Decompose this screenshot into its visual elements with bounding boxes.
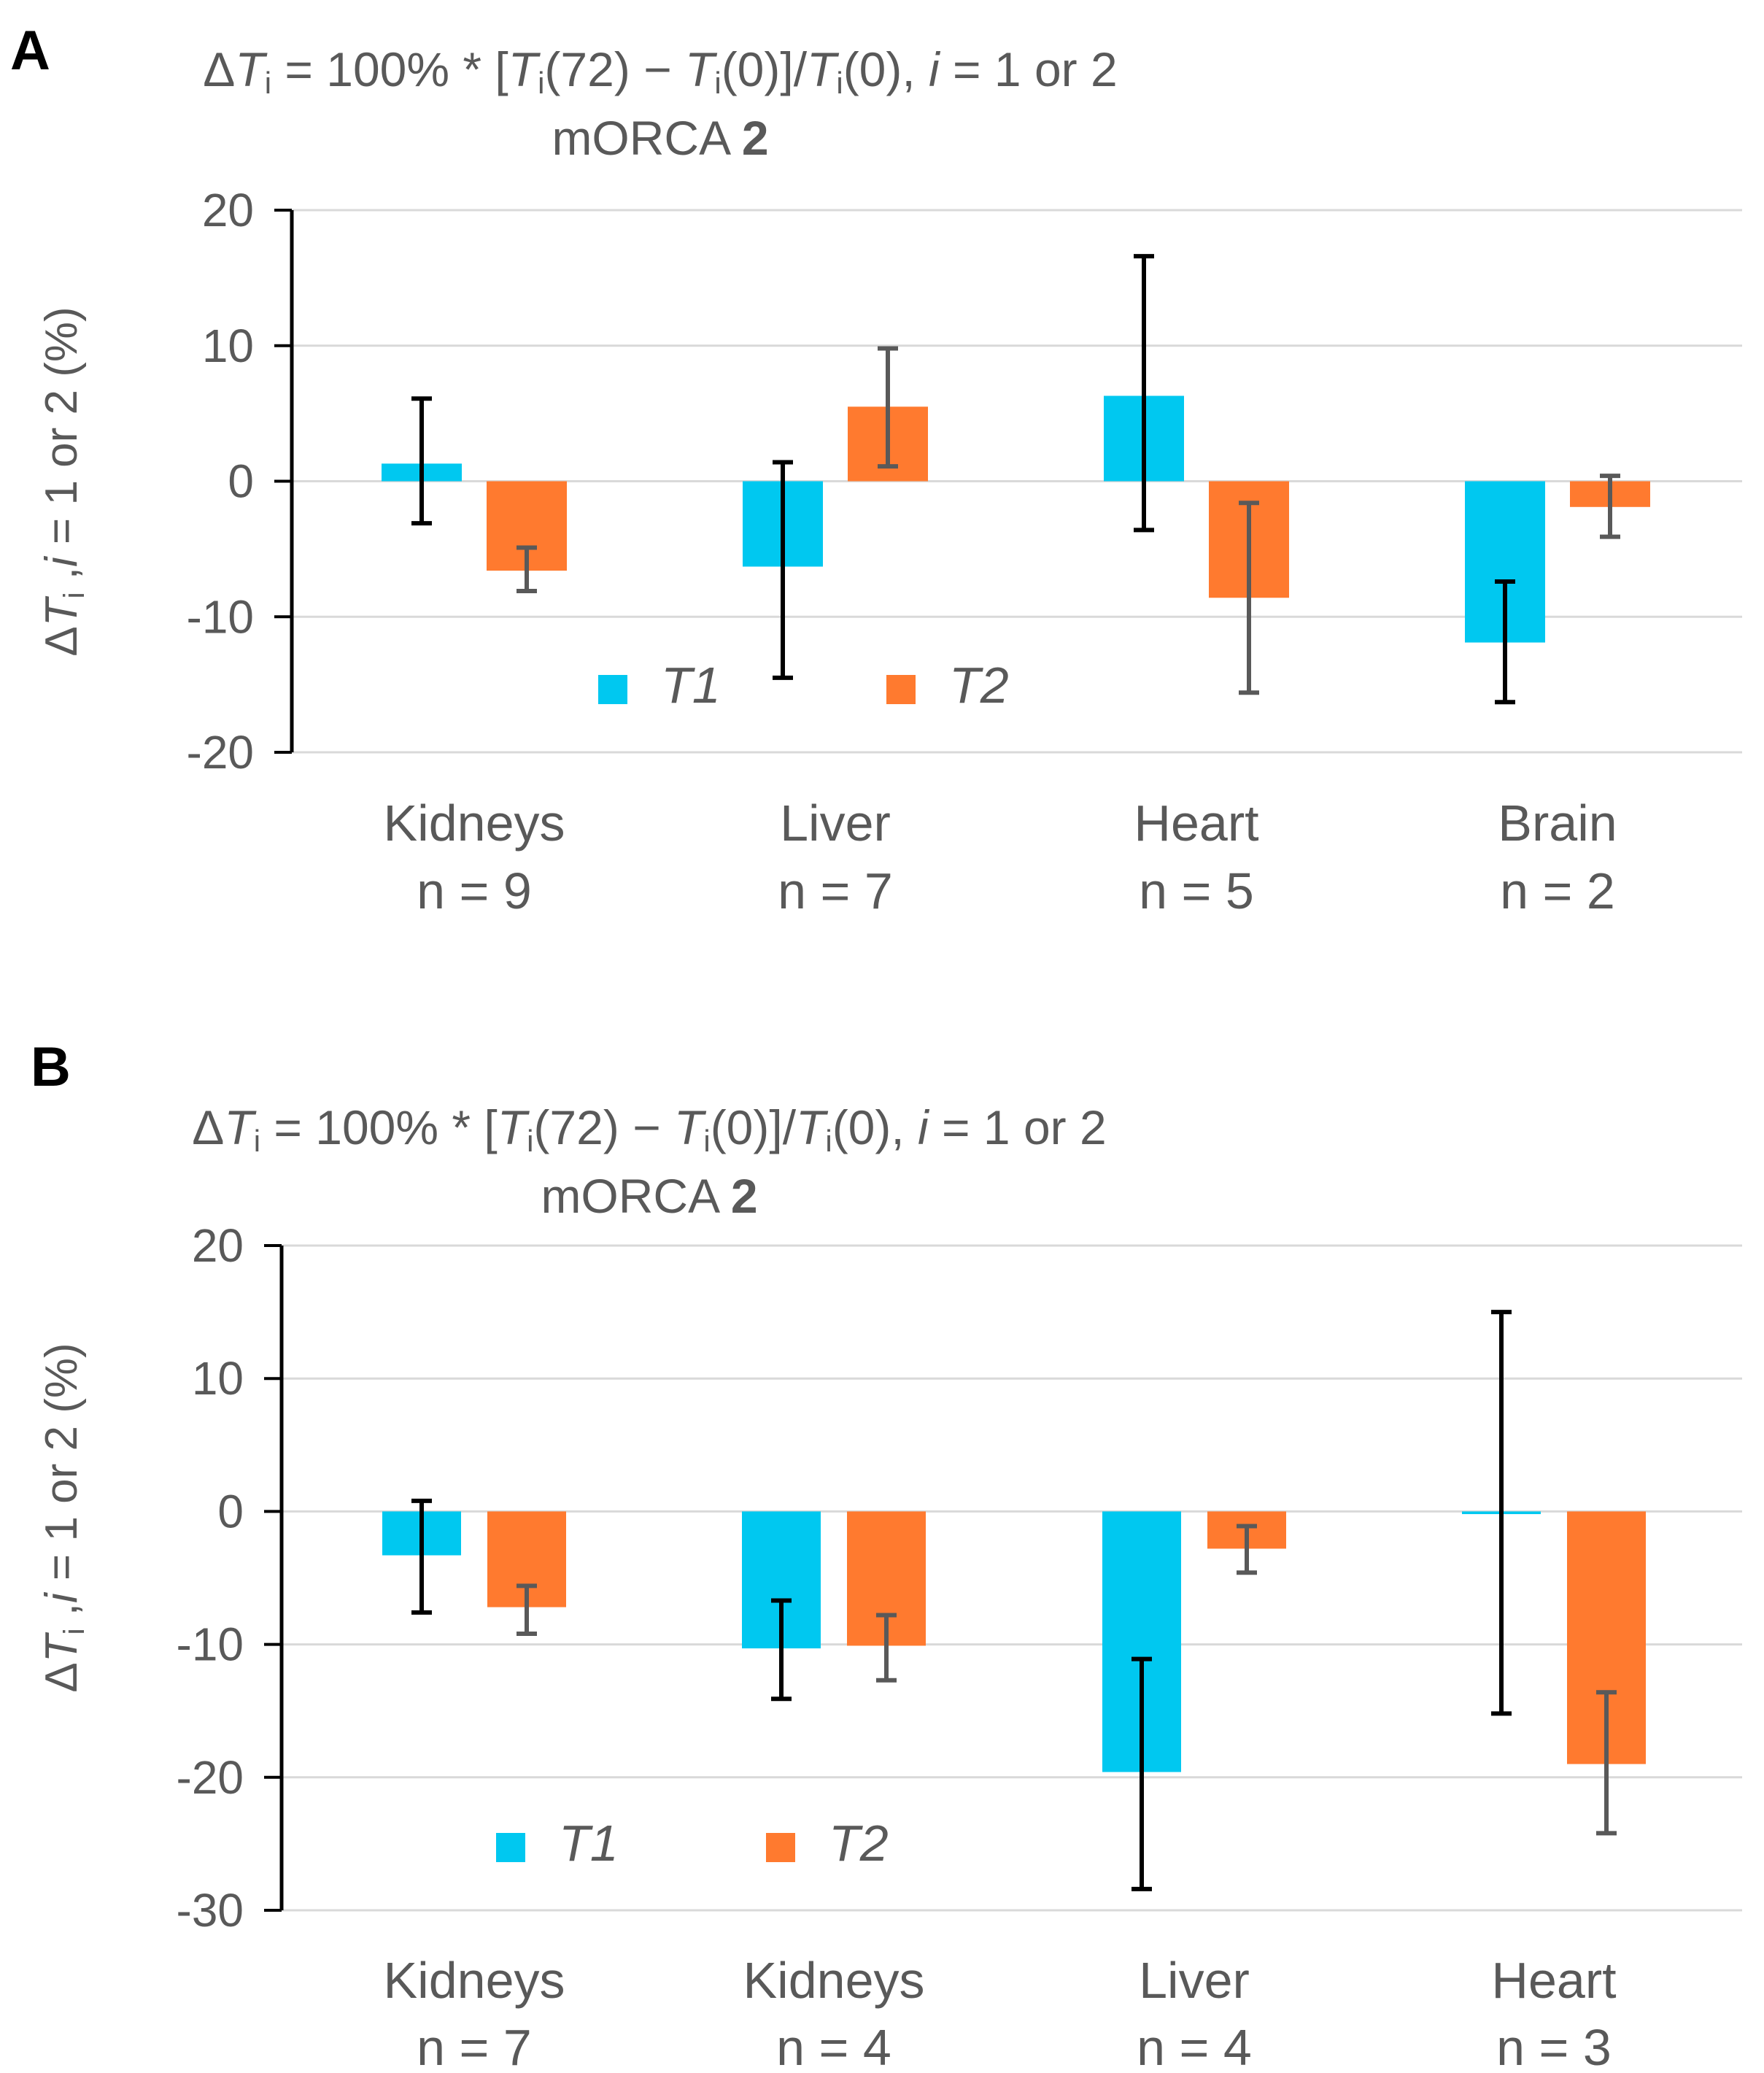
category-label: Liver bbox=[780, 795, 891, 852]
y-tick-label: -20 bbox=[187, 726, 255, 779]
legend-swatch-t2 bbox=[766, 1833, 795, 1862]
error-bar-t2 bbox=[517, 1583, 537, 1637]
category-n-label: n = 7 bbox=[417, 2019, 532, 2073]
legend-swatch-t2 bbox=[886, 675, 916, 704]
y-axis-ticks: 20 10 0 -10 -20 -30 bbox=[177, 1219, 284, 1937]
error-bar-t1 bbox=[1134, 254, 1154, 533]
error-bar-t1 bbox=[1495, 579, 1515, 705]
y-tick-label: 10 bbox=[192, 1352, 244, 1405]
panel-b: B ΔTi = 100% * [Ti(72) − Ti(0)]/Ti(0), i… bbox=[31, 1036, 1742, 2073]
legend-label-t1: T1 bbox=[661, 657, 721, 714]
bars bbox=[382, 395, 1650, 643]
category-label: Heart bbox=[1134, 795, 1258, 852]
chart-subtitle: mORCA 2 bbox=[552, 111, 768, 165]
category-n-label: n = 7 bbox=[778, 862, 893, 919]
panel-letter-a: A bbox=[10, 20, 50, 82]
legend-swatch-t1 bbox=[496, 1833, 525, 1862]
error-bar-t2 bbox=[1239, 501, 1259, 695]
y-tick-label: -30 bbox=[177, 1884, 244, 1937]
y-tick-label: 10 bbox=[202, 320, 254, 372]
y-tick-label: 20 bbox=[192, 1219, 244, 1272]
error-bar-t2 bbox=[1237, 1524, 1257, 1575]
category-n-label: n = 4 bbox=[776, 2019, 891, 2073]
error-bar-t1 bbox=[771, 1598, 792, 1702]
y-tick-label: 0 bbox=[217, 1485, 244, 1537]
y-axis-label: ΔTi ,i = 1 or 2 (%) bbox=[36, 1343, 90, 1692]
category-label: Heart bbox=[1491, 1952, 1616, 2009]
category-label: Kidneys bbox=[743, 1952, 924, 2009]
error-bars bbox=[411, 1310, 1617, 1891]
y-tick-label: -20 bbox=[177, 1751, 244, 1804]
chart-title: ΔTi = 100% * [Ti(72) − Ti(0)]/Ti(0), i =… bbox=[192, 1100, 1106, 1158]
panel-a: A ΔTi = 100% * [Ti(72) − Ti(0)]/Ti(0), i… bbox=[10, 20, 1742, 919]
panel-letter-b: B bbox=[31, 1036, 71, 1098]
category-label: Brain bbox=[1498, 795, 1617, 852]
error-bar-t1 bbox=[411, 396, 432, 526]
category-label: Kidneys bbox=[383, 1952, 565, 2009]
bars bbox=[382, 1511, 1646, 1772]
category-n-label: n = 9 bbox=[417, 862, 532, 919]
error-bar-t1 bbox=[773, 460, 793, 680]
error-bar-t2 bbox=[876, 1613, 897, 1683]
error-bar-t1 bbox=[1491, 1310, 1512, 1716]
y-tick-label: -10 bbox=[187, 590, 255, 643]
legend-label-t2: T2 bbox=[949, 657, 1009, 714]
error-bar-t2 bbox=[517, 545, 537, 593]
error-bar-t2 bbox=[1600, 474, 1620, 539]
category-labels: Kidneys n = 7 Kidneys n = 4 Liver n = 4 Heart n… bbox=[383, 1952, 1616, 2073]
category-labels: Kidneys n = 9 Liver n = 7 Heart n = 5 Brain n =… bbox=[383, 795, 1617, 919]
y-tick-label: 20 bbox=[202, 184, 254, 236]
category-n-label: n = 3 bbox=[1496, 2019, 1612, 2073]
error-bar-t2 bbox=[878, 346, 898, 469]
error-bar-t2 bbox=[1596, 1690, 1617, 1836]
y-axis-label: ΔTi ,i = 1 or 2 (%) bbox=[36, 306, 90, 656]
y-tick-label: 0 bbox=[228, 455, 254, 508]
y-tick-label: -10 bbox=[177, 1618, 244, 1671]
legend-swatch-t1 bbox=[598, 675, 627, 704]
y-axis-ticks: 20 10 0 -10 -20 bbox=[187, 184, 294, 779]
legend: T1 T2 bbox=[496, 1815, 889, 1872]
chart-subtitle: mORCA 2 bbox=[541, 1169, 757, 1223]
legend-label-t1: T1 bbox=[559, 1815, 619, 1872]
error-bar-t1 bbox=[1131, 1656, 1152, 1891]
chart-title: ΔTi = 100% * [Ti(72) − Ti(0)]/Ti(0), i =… bbox=[203, 42, 1117, 100]
category-n-label: n = 5 bbox=[1139, 862, 1254, 919]
category-label: Kidneys bbox=[383, 795, 565, 852]
error-bars bbox=[411, 254, 1620, 705]
legend-label-t2: T2 bbox=[829, 1815, 889, 1872]
category-n-label: n = 4 bbox=[1137, 2019, 1252, 2073]
error-bar-t1 bbox=[411, 1498, 432, 1615]
category-label: Liver bbox=[1139, 1952, 1250, 2009]
category-n-label: n = 2 bbox=[1500, 862, 1615, 919]
legend: T1 T2 bbox=[598, 657, 1009, 714]
